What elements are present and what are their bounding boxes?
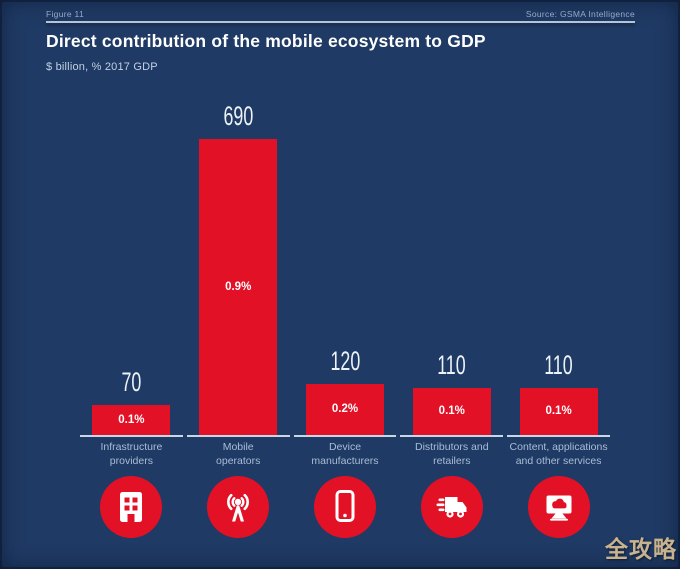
bar-value: 110 (437, 350, 466, 380)
truck-icon (398, 476, 505, 538)
bar-percent: 0.9% (225, 280, 252, 293)
bar-chart: 70 0.1% 690 0.9% 120 0.2% 110 0.1% 110 0… (78, 95, 612, 437)
chart-column: 120 0.2% (292, 95, 399, 437)
bar-percent: 0.2% (331, 403, 359, 415)
bar-value: 690 (223, 101, 254, 131)
page-subtitle: $ billion, % 2017 GDP (46, 61, 158, 73)
axis-baseline (507, 435, 610, 437)
axis-baseline (186, 435, 290, 437)
axis-baseline (80, 435, 183, 437)
category-icons (78, 476, 612, 538)
category-label: Distributors and retailers (415, 441, 489, 467)
building-icon (78, 476, 185, 538)
monitor-cloud-icon (505, 476, 612, 538)
axis-baseline (400, 435, 504, 437)
category-label: Mobile operators (216, 441, 261, 467)
chart-column: 110 0.1% (505, 95, 612, 437)
bar (519, 388, 598, 435)
bar (199, 139, 278, 435)
bar-value: 70 (121, 367, 142, 397)
category-label: Content, applications and other services (509, 441, 608, 467)
bar-value: 110 (544, 350, 573, 380)
bar-percent: 0.1% (545, 405, 572, 417)
category-labels: Infrastructure providers Mobile operator… (78, 441, 612, 469)
bar-value: 120 (330, 346, 360, 376)
bar (305, 384, 384, 435)
watermark: 全攻略 (605, 536, 677, 562)
page-title: Direct contribution of the mobile ecosys… (46, 31, 486, 51)
smartphone-icon (292, 476, 399, 538)
bar-percent: 0.1% (438, 405, 465, 417)
bar (412, 388, 491, 435)
antenna-icon (185, 476, 292, 538)
category-label: Device manufacturers (311, 441, 379, 467)
chart-column: 70 0.1% (78, 95, 185, 437)
bar (92, 405, 171, 435)
chart-column: 110 0.1% (398, 95, 505, 437)
chart-column: 690 0.9% (185, 95, 292, 437)
source-label: Source: GSMA Intelligence (525, 9, 635, 19)
category-label: Infrastructure providers (100, 441, 163, 467)
axis-baseline (293, 435, 397, 437)
header-divider (46, 21, 635, 23)
bar-percent: 0.1% (118, 413, 145, 426)
figure-label: Figure 11 (46, 9, 84, 19)
